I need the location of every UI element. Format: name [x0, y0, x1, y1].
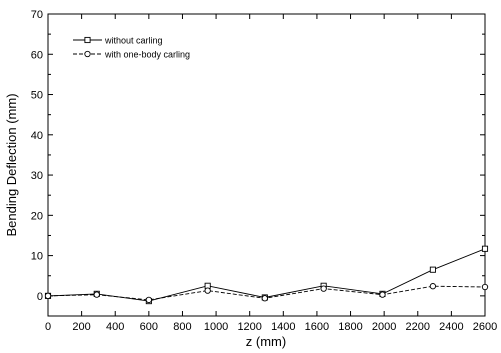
data-point-circle [93, 291, 100, 298]
data-point-circle [261, 295, 268, 302]
y-tick-label: 70 [31, 9, 43, 21]
data-point-square [84, 36, 91, 44]
data-point-square [429, 266, 436, 273]
y-tick-label: 40 [31, 130, 43, 142]
x-tick-label: 2400 [439, 321, 463, 333]
x-tick-label: 400 [106, 321, 124, 333]
data-point-circle [204, 287, 211, 294]
x-tick-label: 1800 [338, 321, 362, 333]
data-point-circle [429, 283, 437, 290]
data-point-circle [44, 292, 52, 300]
x-axis-label: z (mm) [246, 334, 286, 349]
y-tick-label: 30 [31, 170, 43, 182]
y-axis-label: Bending Deflection (mm) [4, 93, 19, 236]
data-point-square [481, 245, 489, 252]
x-tick-label: 200 [72, 321, 90, 333]
y-tick-label: 10 [31, 251, 43, 263]
y-tick-label: 60 [31, 49, 43, 61]
legend-item: with one-body carling [73, 50, 190, 60]
data-point-circle [481, 283, 489, 291]
data-point-circle [84, 50, 91, 58]
legend-label: with one-body carling [104, 50, 190, 60]
y-tick-label: 0 [37, 291, 43, 303]
x-tick-label: 2000 [372, 321, 396, 333]
axis-ticks: 0 200 400 600 800 1000 1200 1400 1600 1800 2000 220… [31, 9, 497, 333]
series-2 [44, 283, 489, 304]
legend-item: without carling [73, 36, 163, 46]
data-point-circle [145, 296, 152, 304]
y-tick-label: 20 [31, 210, 43, 222]
x-tick-label: 800 [173, 321, 191, 333]
data-point-circle [379, 291, 386, 298]
x-tick-label: 2200 [406, 321, 430, 333]
x-tick-label: 2600 [473, 321, 497, 333]
y-tick-label: 50 [31, 90, 43, 102]
plot-frame [47, 13, 486, 317]
x-tick-label: 1200 [237, 321, 261, 333]
series-1 [44, 245, 489, 305]
series-line [47, 248, 486, 302]
legend-label: without carling [104, 36, 163, 46]
x-tick-label: 1400 [271, 321, 295, 333]
x-tick-label: 1600 [305, 321, 329, 333]
x-tick-label: 0 [45, 321, 51, 333]
x-tick-label: 1000 [204, 321, 228, 333]
x-tick-label: 600 [140, 321, 158, 333]
series-layer [44, 245, 489, 305]
legend: without carling with one-body carling [73, 36, 190, 60]
data-point-circle [320, 285, 327, 292]
